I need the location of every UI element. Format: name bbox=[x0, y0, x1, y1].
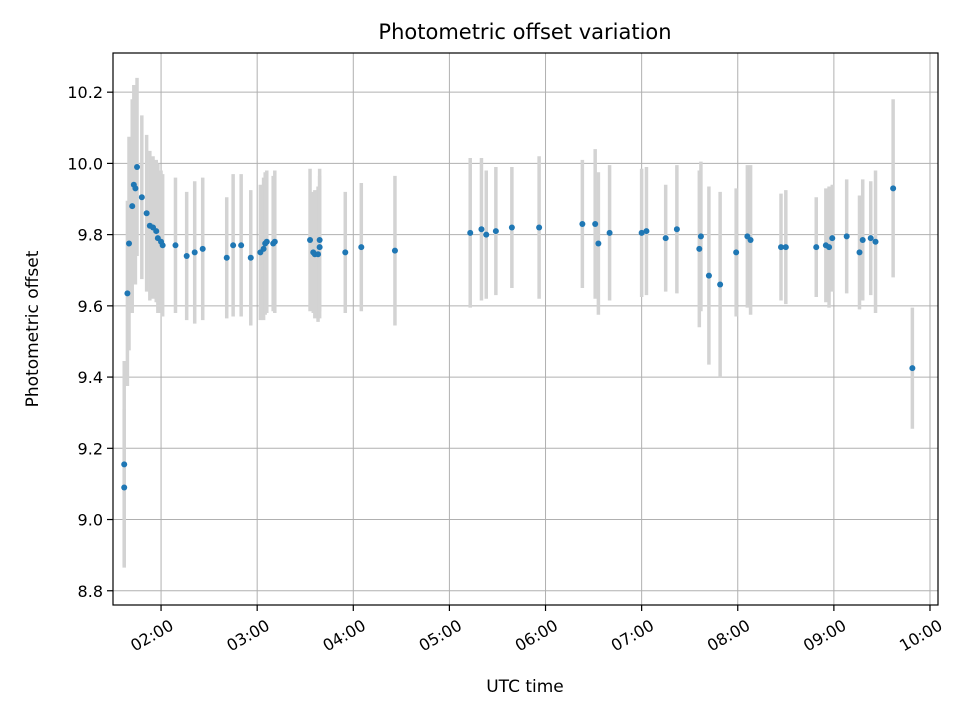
data-point bbox=[129, 203, 136, 210]
data-point bbox=[153, 228, 160, 235]
data-point bbox=[223, 254, 230, 261]
data-point bbox=[238, 242, 245, 249]
data-point bbox=[358, 244, 365, 251]
data-point bbox=[638, 229, 645, 236]
data-point bbox=[307, 236, 314, 243]
data-point bbox=[829, 235, 836, 242]
data-point bbox=[643, 228, 650, 235]
data-point bbox=[747, 236, 754, 243]
data-point bbox=[696, 245, 703, 252]
data-point bbox=[843, 233, 850, 240]
y-tick-label: 9.2 bbox=[78, 439, 103, 458]
data-point bbox=[867, 235, 874, 242]
data-point bbox=[826, 244, 833, 251]
data-point bbox=[121, 461, 128, 468]
data-point bbox=[342, 249, 349, 256]
data-point bbox=[478, 226, 485, 233]
y-tick-label: 9.4 bbox=[78, 368, 103, 387]
plot-frame bbox=[112, 52, 939, 606]
data-point bbox=[813, 244, 820, 251]
data-point bbox=[662, 235, 669, 242]
y-axis: 8.8 9.0 9.2 9.4 9.6 9.8 10.0 10.2 bbox=[67, 83, 113, 601]
data-point bbox=[705, 272, 712, 279]
data-point bbox=[316, 244, 323, 251]
data-point bbox=[124, 290, 131, 297]
data-point bbox=[909, 365, 916, 372]
y-tick-label: 10.0 bbox=[67, 154, 103, 173]
data-point bbox=[872, 238, 879, 245]
data-point bbox=[592, 220, 599, 227]
y-axis-label: Photometric offset bbox=[23, 250, 43, 407]
data-point bbox=[159, 242, 166, 249]
data-point bbox=[263, 238, 270, 245]
data-point bbox=[172, 242, 179, 249]
data-point bbox=[492, 228, 499, 235]
data-point bbox=[859, 236, 866, 243]
data-point bbox=[778, 244, 785, 251]
data-point bbox=[143, 210, 150, 217]
data-point bbox=[315, 251, 322, 258]
x-axis-label: UTC time bbox=[486, 677, 564, 697]
data-points bbox=[121, 163, 916, 491]
data-point bbox=[191, 249, 198, 256]
data-point bbox=[890, 185, 897, 192]
data-point bbox=[782, 244, 789, 251]
grid bbox=[113, 53, 938, 605]
data-point bbox=[230, 242, 237, 249]
data-point bbox=[271, 238, 278, 245]
data-point bbox=[733, 249, 740, 256]
y-tick-label: 9.8 bbox=[78, 226, 103, 245]
data-point bbox=[483, 231, 490, 238]
data-point bbox=[467, 229, 474, 236]
data-point bbox=[134, 163, 141, 170]
data-point bbox=[183, 252, 190, 259]
y-tick-label: 9.0 bbox=[78, 511, 103, 530]
data-point bbox=[199, 245, 206, 252]
y-tick-label: 8.8 bbox=[78, 582, 103, 601]
data-point bbox=[391, 247, 398, 254]
data-point bbox=[717, 281, 724, 288]
data-point bbox=[606, 229, 613, 236]
data-point bbox=[316, 236, 323, 243]
data-point bbox=[595, 240, 602, 247]
data-point bbox=[536, 224, 543, 231]
data-point bbox=[673, 226, 680, 233]
data-point bbox=[247, 254, 254, 261]
data-point bbox=[260, 245, 267, 252]
y-tick-label: 10.2 bbox=[67, 83, 103, 102]
chart-title: Photometric offset variation bbox=[378, 20, 671, 44]
data-point bbox=[508, 224, 515, 231]
y-tick-label: 9.6 bbox=[78, 297, 103, 316]
data-point bbox=[121, 484, 128, 491]
data-point bbox=[579, 220, 586, 227]
data-point bbox=[126, 240, 133, 247]
data-point bbox=[138, 194, 145, 201]
data-point bbox=[132, 185, 139, 192]
data-point bbox=[697, 233, 704, 240]
data-point bbox=[856, 249, 863, 256]
